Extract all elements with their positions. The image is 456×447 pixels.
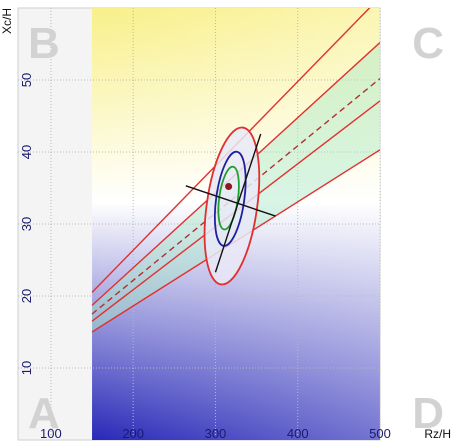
x-axis-title: Rz/H xyxy=(424,427,451,441)
x-tick-label-3: 400 xyxy=(287,426,309,441)
measurement-point xyxy=(225,183,233,191)
y-tick-label-4: 50 xyxy=(19,73,34,87)
ellipse-axis-1 xyxy=(214,133,262,273)
y-axis-title: Xc/H xyxy=(0,8,14,34)
y-tick-label-0: 10 xyxy=(19,361,34,375)
y-tick-label-2: 30 xyxy=(19,217,34,231)
y-tick-label-1: 20 xyxy=(19,289,34,303)
quadrant-label-a: A xyxy=(28,389,60,438)
x-tick-label-4: 500 xyxy=(369,426,391,441)
quadrant-label-b: B xyxy=(28,19,60,68)
x-tick-label-1: 200 xyxy=(122,426,144,441)
x-tick-label-0: 100 xyxy=(40,426,62,441)
ellipse-axis-0 xyxy=(185,185,276,217)
quadrant-label-d: D xyxy=(412,389,444,438)
y-tick-label-3: 40 xyxy=(19,145,34,159)
quadrant-label-c: C xyxy=(412,19,444,68)
x-tick-label-2: 300 xyxy=(205,426,227,441)
